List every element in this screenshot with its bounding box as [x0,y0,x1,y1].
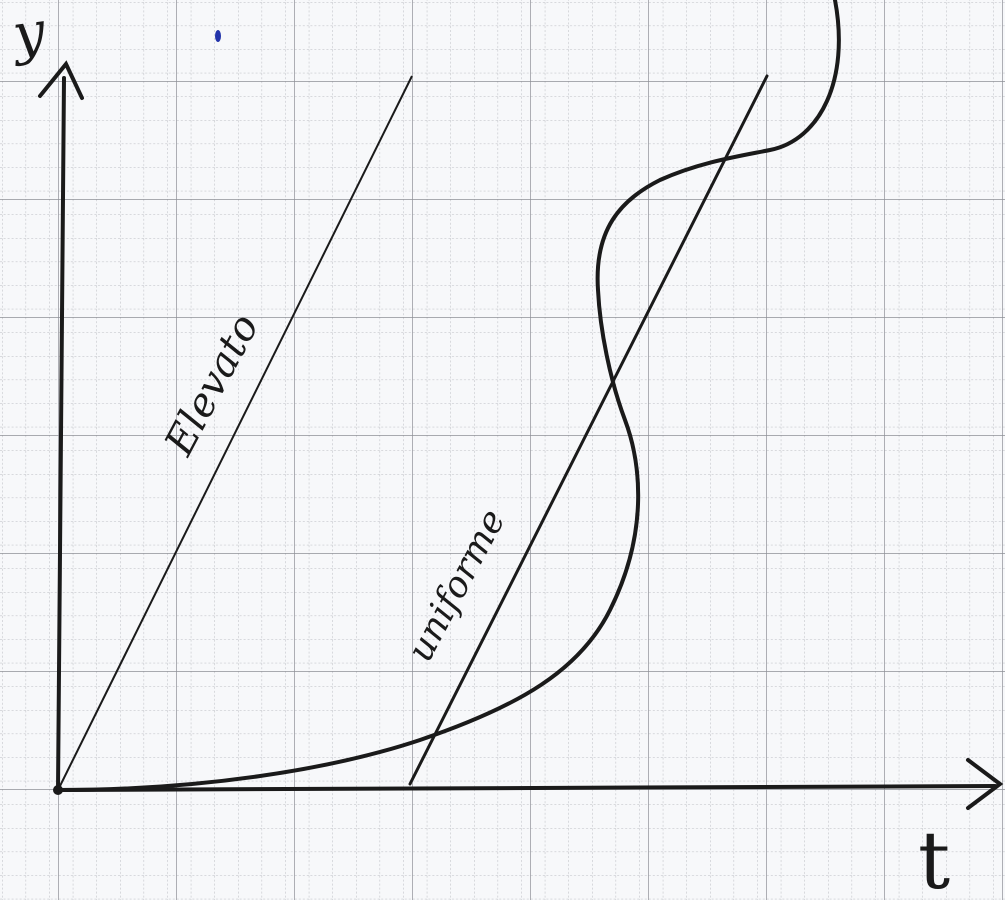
ink-dot [215,30,221,42]
y-axis [38,60,84,792]
x-axis-arrowhead [966,758,1004,810]
y-axis-arrowhead [38,60,84,100]
x-axis-label: t [918,814,950,900]
s-curve [56,0,841,792]
x-axis [56,758,1004,810]
line-uniforme [408,74,769,786]
line-elevato [57,75,413,791]
